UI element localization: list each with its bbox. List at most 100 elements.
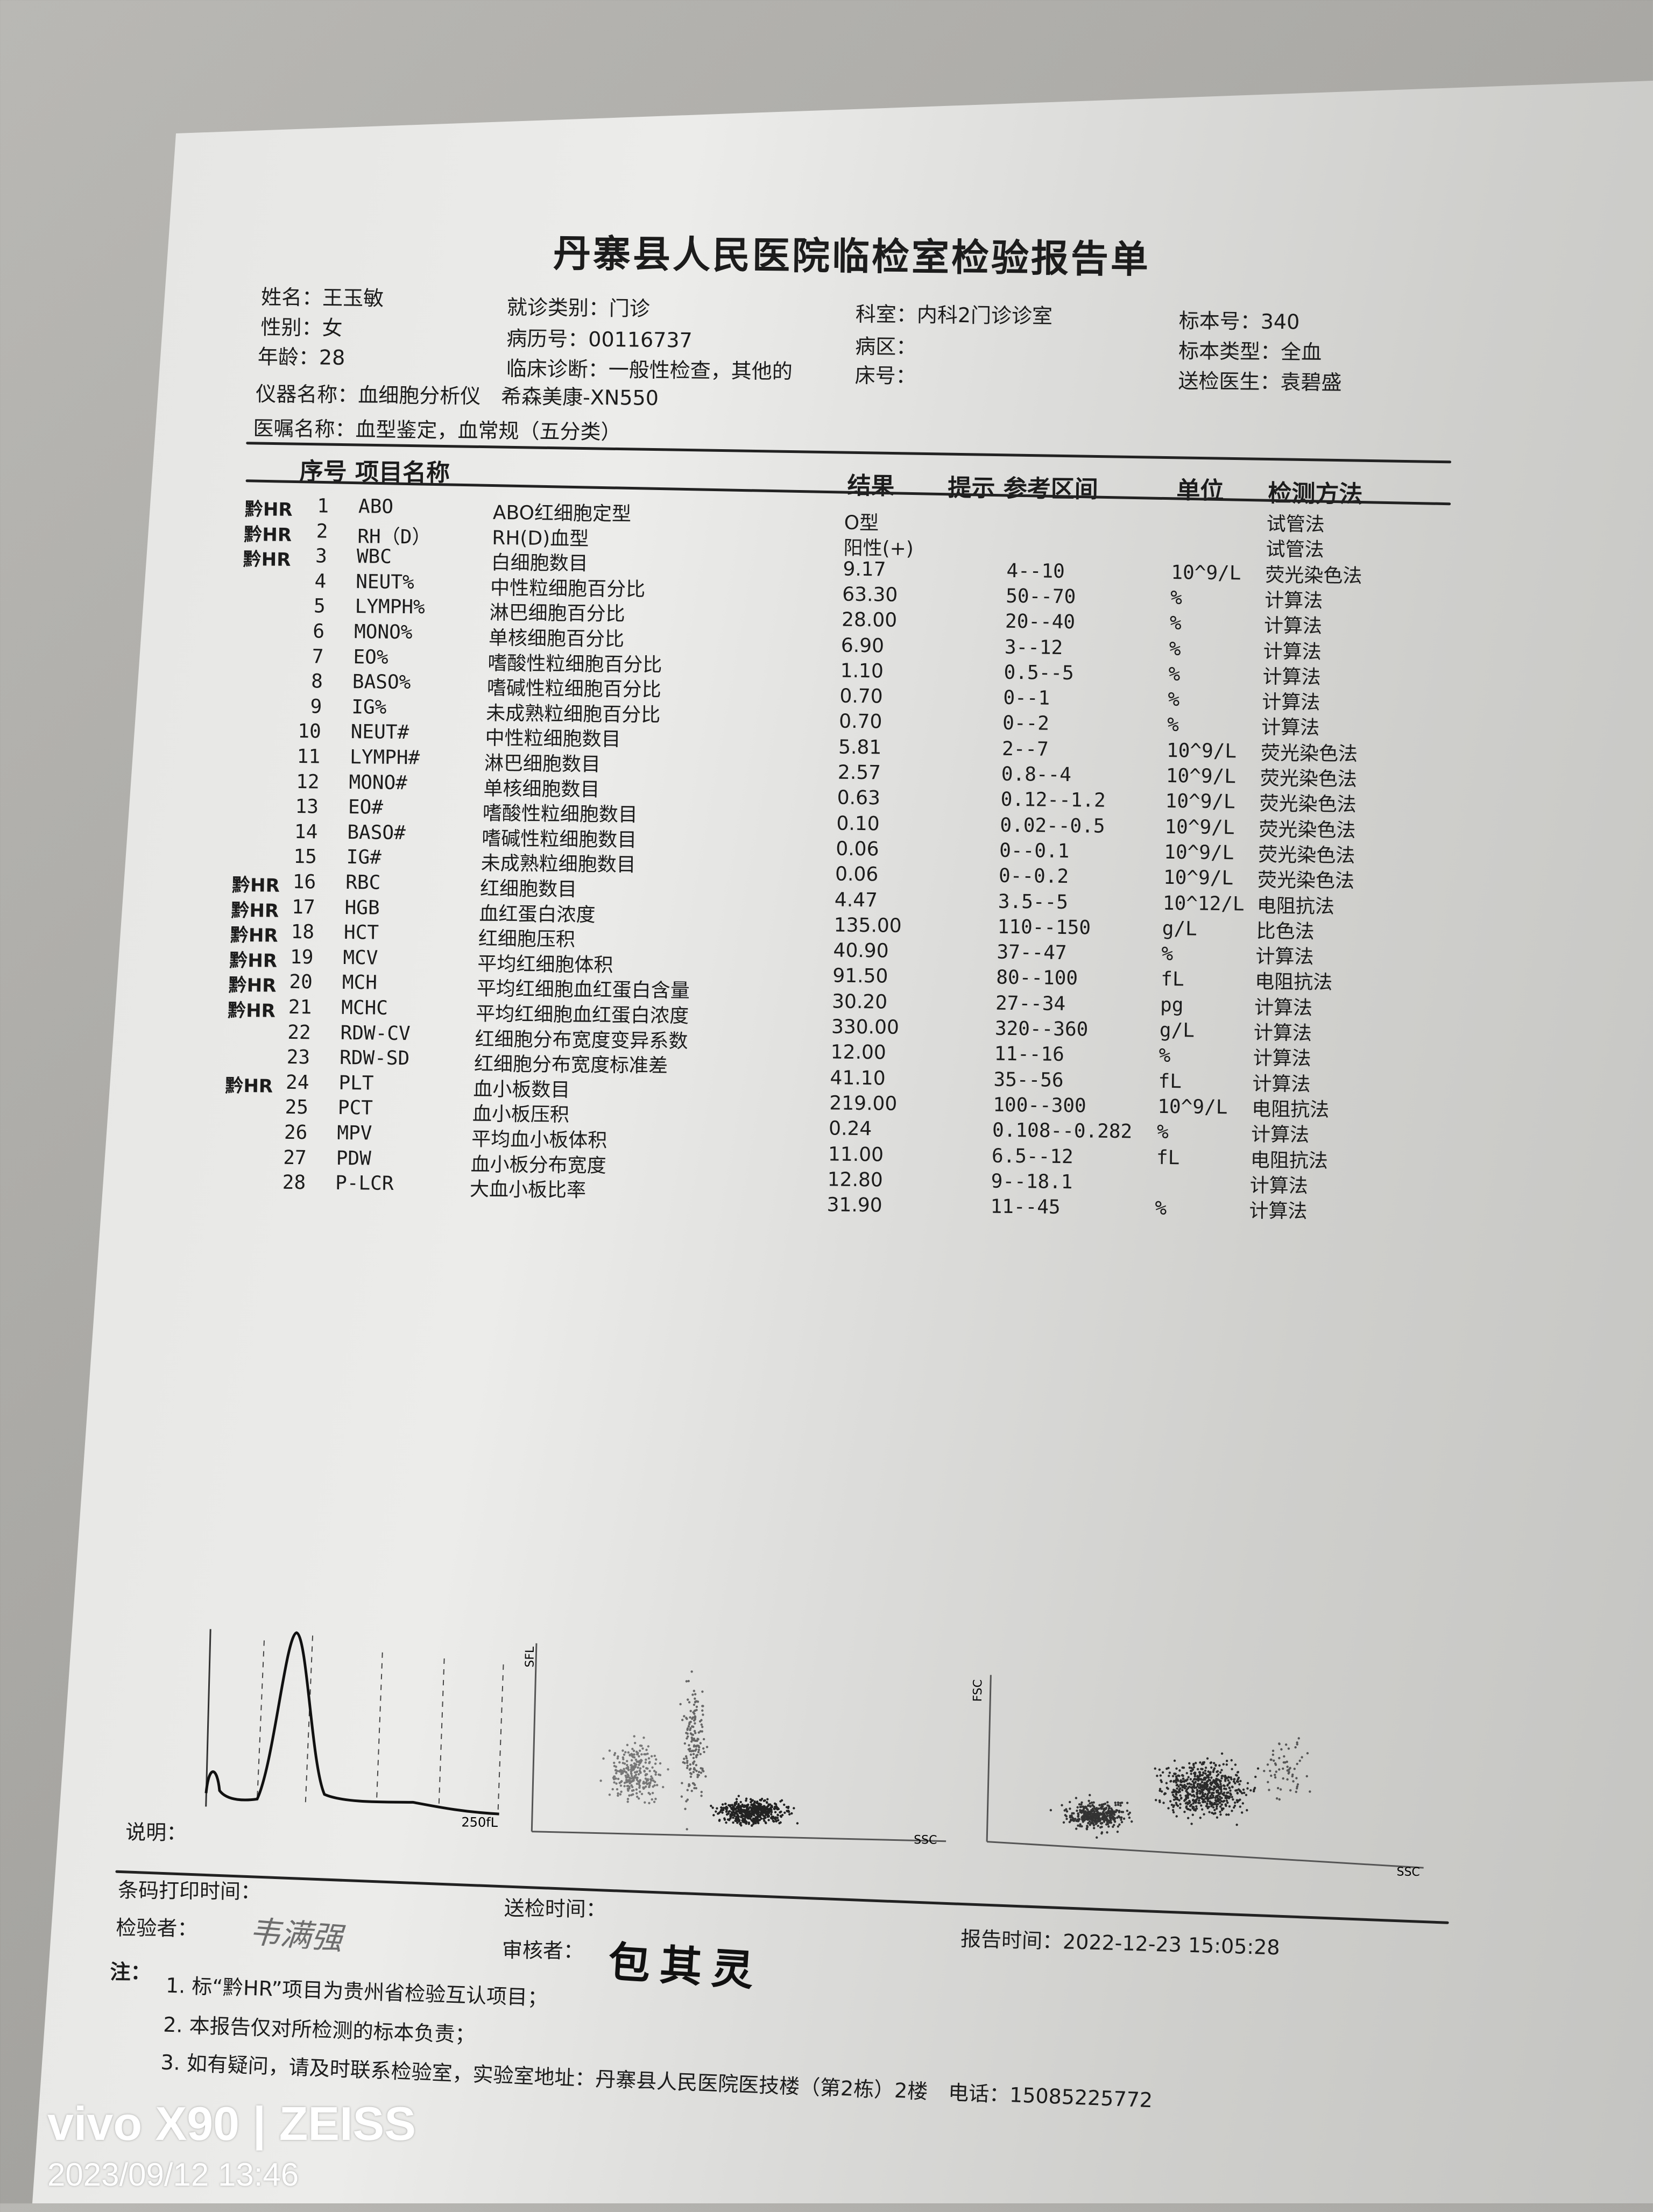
scatter2-x-label: SSC xyxy=(1396,1866,1420,1879)
scatter-point xyxy=(769,1807,772,1810)
scatter-point xyxy=(757,1821,760,1825)
item-code: MONO% xyxy=(354,621,413,644)
scatter-point xyxy=(1295,1777,1298,1779)
scatter-point xyxy=(1118,1811,1121,1813)
scatter-point xyxy=(1084,1806,1086,1809)
scatter-point xyxy=(626,1766,630,1769)
scatter-point xyxy=(1105,1812,1108,1816)
scatter-point xyxy=(1199,1791,1202,1793)
item-number: 16 xyxy=(292,870,316,894)
scatter-point xyxy=(1160,1779,1162,1782)
scatter-point xyxy=(1175,1790,1178,1793)
patient-sex: 性别：女 xyxy=(260,315,343,340)
scatter-point xyxy=(1195,1778,1198,1781)
scatter-point xyxy=(1296,1783,1299,1786)
scatter-point xyxy=(1278,1742,1281,1745)
scatter-point xyxy=(1076,1806,1079,1809)
scatter-point xyxy=(1240,1811,1244,1814)
item-number: 21 xyxy=(288,996,312,1019)
result-value: O型 xyxy=(844,512,879,535)
scatter-point xyxy=(1235,1780,1239,1783)
scatter-point xyxy=(693,1767,696,1770)
scatter-point xyxy=(700,1791,703,1793)
scatter-point xyxy=(623,1782,626,1784)
reviewer-signature: 包其灵 xyxy=(606,1937,765,1996)
scatter-point xyxy=(632,1765,635,1768)
scatter-point xyxy=(626,1800,629,1803)
scatter-point xyxy=(667,1768,669,1771)
scatter-point xyxy=(620,1780,623,1783)
scatter-point xyxy=(741,1803,744,1806)
scatter-point xyxy=(1212,1796,1214,1799)
test-items-list: 黔HR 1 ABO ABO红细胞定型 黔HR 2 RH（D） RH(D)血型 黔HR 3 WBC 白细… xyxy=(11,0,1653,1201)
scatter-point xyxy=(631,1789,634,1792)
scatter-point xyxy=(1190,1767,1193,1769)
scatter-point xyxy=(628,1776,631,1779)
scatter-point xyxy=(1175,1767,1178,1770)
scatter-point xyxy=(1191,1789,1194,1791)
scatter-point xyxy=(648,1770,651,1773)
scatter-point xyxy=(790,1812,793,1815)
scatter-point xyxy=(1167,1807,1170,1810)
scatter-point xyxy=(736,1821,739,1824)
scatter-point xyxy=(796,1822,799,1825)
item-number: 5 xyxy=(313,595,326,618)
scatter-point xyxy=(1154,1767,1156,1770)
tester-label: 检验者： xyxy=(116,1916,198,1941)
scatter-point xyxy=(762,1805,765,1808)
scatter-point xyxy=(613,1775,616,1778)
scatter-point xyxy=(1268,1789,1270,1791)
scatter-point xyxy=(1119,1802,1122,1804)
scatter-point xyxy=(1191,1780,1194,1783)
scatter-point xyxy=(1239,1798,1241,1801)
result-value: 31.90 xyxy=(826,1194,882,1217)
scatter-point xyxy=(1225,1804,1227,1807)
scatter-point xyxy=(1205,1805,1209,1807)
hr-mark: 黔HR xyxy=(244,523,292,546)
scatter-point xyxy=(630,1766,633,1769)
result-unit: 10^9/L xyxy=(1171,561,1241,584)
scatter-point xyxy=(721,1811,724,1814)
scatter-point xyxy=(1256,1767,1260,1770)
item-number: 22 xyxy=(287,1021,311,1044)
scatter-point xyxy=(1278,1768,1281,1771)
scatter-point xyxy=(626,1798,630,1800)
scatter-point xyxy=(632,1768,635,1771)
scatter-point xyxy=(1075,1827,1078,1830)
result-unit: 10^9/L xyxy=(1166,739,1237,763)
scatter-point xyxy=(630,1784,633,1787)
scatter-point xyxy=(1113,1817,1117,1820)
scatter-point xyxy=(788,1813,791,1816)
scatter-point xyxy=(632,1755,634,1759)
scatter-point xyxy=(781,1813,784,1817)
scatter-point xyxy=(711,1806,714,1809)
scatter-point xyxy=(1196,1783,1199,1785)
scatter-point xyxy=(1198,1799,1200,1802)
scatter-point xyxy=(1099,1812,1102,1815)
scatter-point xyxy=(702,1747,705,1750)
scatter-point xyxy=(1210,1805,1213,1807)
scatter-point xyxy=(613,1764,616,1768)
scatter-point xyxy=(690,1773,693,1775)
reference-range: 2--7 xyxy=(1001,738,1049,761)
scatter-point xyxy=(745,1820,748,1824)
scatter-point xyxy=(688,1721,691,1724)
rbc-histogram: 250fL xyxy=(204,1629,504,1830)
scatter-point xyxy=(640,1759,643,1762)
scatter-point xyxy=(1086,1825,1089,1828)
scatter-point xyxy=(1120,1818,1122,1821)
scatter-point xyxy=(1227,1776,1230,1778)
scatter-point xyxy=(1116,1816,1119,1819)
test-method: 计算法 xyxy=(1261,717,1320,740)
scatter-point xyxy=(732,1816,734,1819)
reference-range: 0--2 xyxy=(1002,712,1050,735)
scatter-point xyxy=(686,1727,689,1730)
scatter-point xyxy=(1097,1807,1100,1810)
scatter-point xyxy=(685,1757,688,1760)
scatter-point xyxy=(1204,1782,1206,1784)
scatter-point xyxy=(1193,1775,1196,1778)
scatter-point xyxy=(1194,1771,1197,1775)
scatter-point xyxy=(637,1773,640,1776)
scatter-point xyxy=(1099,1818,1101,1820)
scatter-point xyxy=(1158,1799,1161,1802)
